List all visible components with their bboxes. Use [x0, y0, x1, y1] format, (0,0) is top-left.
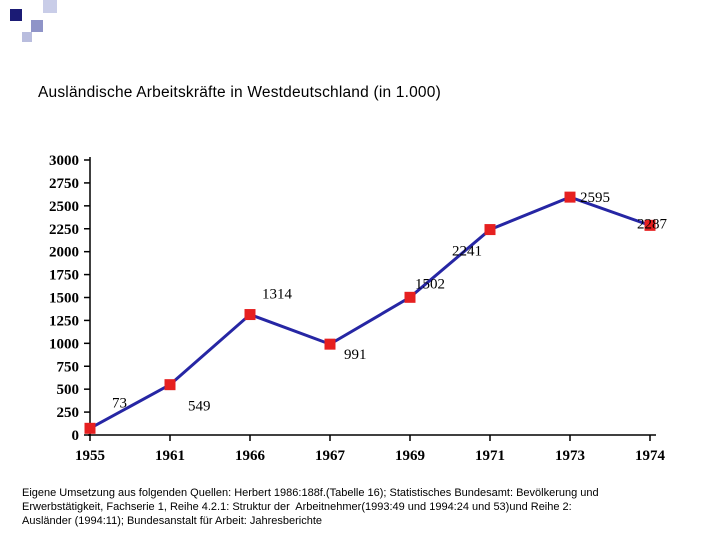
x-tick-label: 1974 — [635, 448, 666, 464]
y-tick-label: 3000 — [49, 153, 79, 169]
slide-title: Ausländische Arbeitskräfte in Westdeutsc… — [38, 84, 441, 101]
y-tick-label: 2000 — [49, 245, 79, 261]
y-tick-label: 2250 — [49, 222, 79, 238]
line-chart: 0 250 500 750 1000 1250 1500 1750 2000 2250 2500 27… — [49, 153, 668, 464]
decor-square-navy — [10, 9, 22, 21]
y-tick-label: 250 — [57, 405, 80, 421]
data-point-marker — [244, 309, 256, 321]
data-point-label: 73 — [112, 395, 127, 411]
series-line — [89, 195, 651, 430]
x-tick-label: 1969 — [395, 448, 425, 464]
decor-square-small — [22, 32, 32, 42]
y-tick-label: 1250 — [49, 313, 79, 329]
x-tick-label: 1961 — [155, 448, 185, 464]
y-tick-label: 0 — [72, 428, 80, 444]
source-note-line: Ausländer (1994:11); Bundesanstalt für A… — [22, 515, 323, 527]
y-tick-label: 750 — [57, 359, 80, 375]
y-tick-label: 1500 — [49, 291, 79, 307]
x-tick-label: 1973 — [555, 448, 585, 464]
source-note-line: Erwerbstätigkeit, Fachserie 1, Reihe 4.2… — [22, 501, 572, 513]
x-tick-label: 1966 — [235, 448, 266, 464]
data-point-label: 2241 — [452, 244, 482, 260]
source-note-line: Eigene Umsetzung aus folgenden Quellen: … — [22, 487, 599, 499]
decor-square-pale — [43, 0, 57, 13]
data-point-label: 2595 — [580, 190, 610, 206]
decor-square-medium — [31, 20, 43, 32]
data-point-marker — [324, 338, 336, 350]
data-point-label: 1314 — [262, 287, 293, 303]
source-note: Eigene Umsetzung aus folgenden Quellen: … — [22, 486, 712, 528]
data-point-marker — [164, 379, 176, 391]
data-point-marker — [564, 191, 576, 203]
y-tick-label: 2750 — [49, 176, 79, 192]
data-point-marker — [404, 291, 416, 303]
y-tick-label: 1000 — [49, 336, 79, 352]
data-point-label: 1502 — [415, 276, 445, 292]
data-point-label: 2287 — [637, 216, 668, 232]
data-point-marker — [644, 219, 656, 231]
y-tick-label: 2500 — [49, 199, 79, 215]
x-tick-label: 1967 — [315, 448, 346, 464]
y-tick-label: 500 — [57, 382, 80, 398]
x-tick-label: 1955 — [75, 448, 105, 464]
y-tick-label: 1750 — [49, 268, 79, 284]
data-point-label: 549 — [188, 399, 211, 415]
x-tick-label: 1971 — [475, 448, 505, 464]
data-point-marker — [484, 224, 496, 236]
data-point-marker — [84, 422, 96, 434]
data-point-label: 991 — [344, 347, 367, 363]
